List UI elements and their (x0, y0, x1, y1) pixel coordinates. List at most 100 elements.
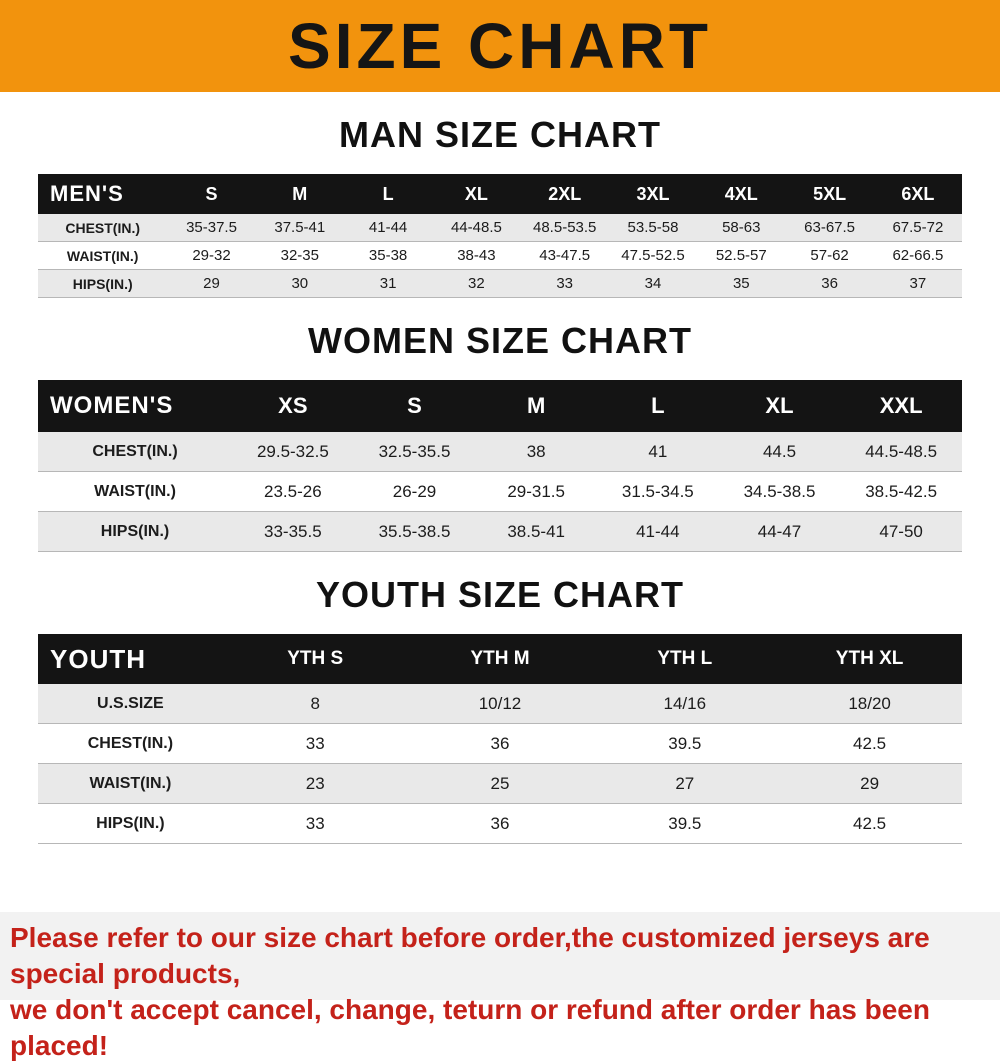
table-row: CHEST(IN.) 35-37.5 37.5-41 41-44 44-48.5 48.5… (38, 214, 962, 242)
column-header-cell: 5XL (813, 183, 847, 204)
column-header-cell: 3XL (636, 183, 670, 204)
data-cell: 38-43 (457, 247, 496, 264)
table-row: HIPS(IN.) 33-35.5 35.5-38.5 38.5-41 41-44 44-… (38, 512, 962, 552)
data-cell: 37.5-41 (274, 219, 326, 236)
column-header-cell: XL (464, 183, 488, 204)
data-cell: 27 (675, 773, 695, 793)
data-cell: 26-29 (392, 481, 437, 501)
data-cell: 58-63 (722, 219, 761, 236)
column-header-cell: YTH M (470, 648, 530, 669)
data-cell: 29 (203, 275, 220, 292)
data-cell: 44.5 (762, 441, 797, 461)
data-cell: 52.5-57 (715, 247, 767, 264)
data-cell: 36 (490, 813, 510, 833)
row-label-cell: CHEST(IN.) (92, 442, 178, 460)
row-label-cell: HIPS(IN.) (100, 522, 170, 540)
column-header-cell: 6XL (901, 183, 935, 204)
data-cell: 10/12 (478, 693, 522, 713)
data-cell: 67.5-72 (892, 219, 944, 236)
column-header-cell: M (527, 393, 546, 418)
data-cell: 32.5-35.5 (378, 441, 451, 461)
data-cell: 36 (821, 275, 838, 292)
table-row: WAIST(IN.) 29-32 32-35 35-38 38-43 43-47.5 47.… (38, 242, 962, 270)
table-row: HIPS(IN.) 33 36 39.5 42.5 (38, 804, 962, 844)
table-row: WAIST(IN.) 23 25 27 29 (38, 764, 962, 804)
section-heading-women: WOMEN SIZE CHART (308, 320, 692, 361)
data-cell: 41 (648, 441, 668, 461)
data-cell: 62-66.5 (892, 247, 944, 264)
data-cell: 41-44 (636, 521, 680, 541)
data-cell: 36 (490, 733, 510, 753)
data-cell: 47.5-52.5 (621, 247, 685, 264)
page-title: SIZE CHART (288, 10, 712, 82)
data-cell: 48.5-53.5 (533, 219, 597, 236)
column-header-cell: XXL (879, 393, 923, 418)
data-cell: 32 (468, 275, 485, 292)
data-cell: 29-32 (192, 247, 231, 264)
section-heading-men: MAN SIZE CHART (339, 114, 661, 155)
column-header-cell: 2XL (548, 183, 582, 204)
table-row: HIPS(IN.) 29 30 31 32 33 34 35 36 37 (38, 270, 962, 298)
data-cell: 25 (490, 773, 510, 793)
column-header-cell: S (407, 393, 422, 418)
row-label-cell: HIPS(IN.) (72, 275, 133, 292)
table-row: CHEST(IN.) 33 36 39.5 42.5 (38, 724, 962, 764)
footer-note: Please refer to our size chart before or… (0, 912, 1000, 1061)
column-header-cell: M (292, 183, 308, 204)
data-cell: 39.5 (668, 733, 702, 753)
data-cell: 30 (291, 275, 309, 292)
row-label-cell: HIPS(IN.) (96, 814, 165, 832)
table-header-row: WOMEN'S XS S M L XL XXL (38, 380, 962, 432)
table-row: U.S.SIZE 8 10/12 14/16 18/20 (38, 684, 962, 724)
column-header-cell: YTH L (657, 648, 713, 669)
women-size-table: WOMEN'S XS S M L XL XXL CHEST(IN.) 29.5-32.5 32.5… (38, 380, 962, 552)
data-cell: 38 (526, 441, 546, 461)
footer-note-line1: Please refer to our size chart before or… (10, 922, 930, 989)
data-cell: 38.5-41 (507, 521, 565, 541)
data-cell: 35.5-38.5 (378, 521, 451, 541)
section-heading-youth: YOUTH SIZE CHART (315, 574, 684, 615)
title-banner: SIZE CHART (0, 0, 1000, 92)
data-cell: 31.5-34.5 (621, 481, 694, 501)
data-cell: 29-31.5 (507, 481, 565, 501)
data-cell: 39.5 (668, 813, 702, 833)
data-cell: 57-62 (810, 247, 849, 264)
data-cell: 35-38 (368, 247, 408, 264)
row-label-cell: WAIST(IN.) (89, 774, 172, 792)
data-cell: 34.5-38.5 (743, 481, 816, 501)
column-header-cell: 4XL (724, 183, 758, 204)
column-header-cell: YTH XL (835, 648, 904, 669)
data-cell: 42.5 (853, 813, 887, 833)
table-header-row: MEN'S S M L XL 2XL 3XL 4XL 5XL 6XL (38, 174, 962, 214)
data-cell: 44-47 (757, 521, 802, 541)
data-cell: 8 (310, 693, 320, 713)
column-header-cell: XS (278, 393, 308, 418)
table-title-cell: WOMEN'S (50, 392, 174, 419)
data-cell: 38.5-42.5 (865, 481, 938, 501)
table-title-cell: YOUTH (50, 643, 146, 674)
data-cell: 23.5-26 (264, 481, 322, 501)
data-cell: 43-47.5 (539, 247, 591, 264)
data-cell: 63-67.5 (804, 219, 856, 236)
column-header-cell: S (205, 183, 218, 204)
data-cell: 18/20 (848, 693, 891, 713)
data-cell: 35 (732, 275, 750, 292)
data-cell: 34 (644, 275, 662, 292)
data-cell: 29.5-32.5 (256, 441, 329, 461)
table-row: WAIST(IN.) 23.5-26 26-29 29-31.5 31.5-34.5 34… (38, 472, 962, 512)
data-cell: 44-48.5 (450, 219, 502, 236)
data-cell: 23 (305, 773, 325, 793)
data-cell: 42.5 (853, 733, 887, 753)
column-header-cell: YTH S (287, 648, 344, 669)
data-cell: 47-50 (879, 521, 923, 541)
column-header-cell: L (651, 393, 665, 418)
men-size-table: MEN'S S M L XL 2XL 3XL 4XL 5XL 6XL CHEST(IN.) 35-37… (38, 174, 962, 298)
data-cell: 37 (909, 275, 927, 292)
data-cell: 41-44 (368, 219, 408, 236)
row-label-cell: WAIST(IN.) (94, 482, 176, 500)
column-header-cell: XL (765, 393, 794, 418)
data-cell: 35-37.5 (186, 219, 237, 236)
data-cell: 33-35.5 (264, 521, 322, 541)
data-cell: 32-35 (280, 247, 319, 264)
table-row: CHEST(IN.) 29.5-32.5 32.5-35.5 38 41 44.5 44.5… (38, 432, 962, 472)
